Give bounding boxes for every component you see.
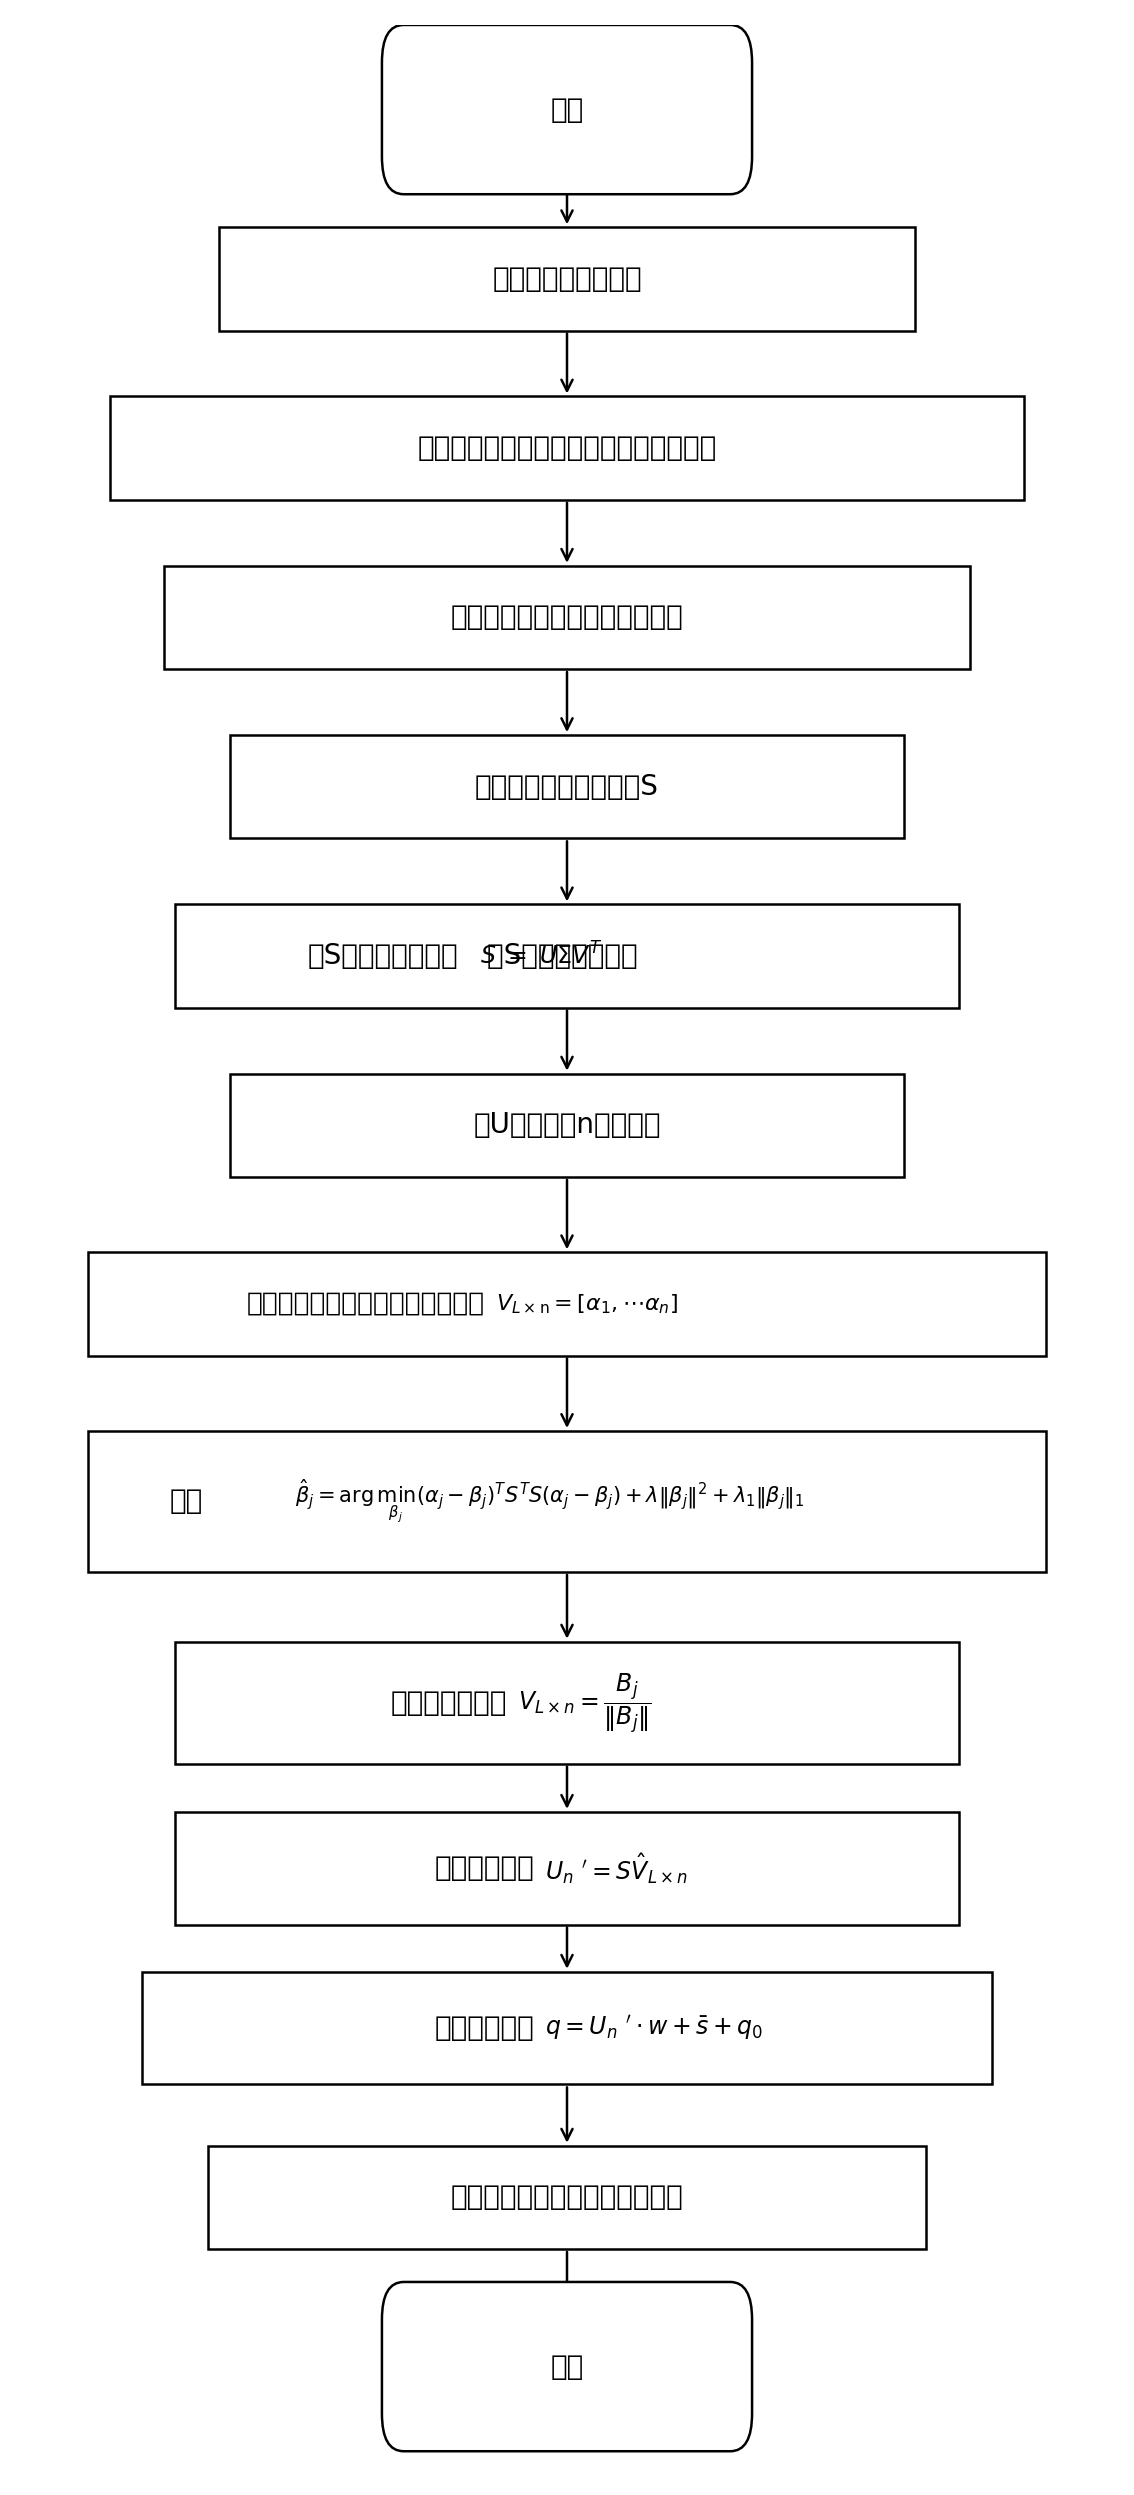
Text: 对历史形态数据进行均值化处理: 对历史形态数据进行均值化处理 — [450, 604, 684, 631]
Text: $q = U_{n}\ '\cdot w + \bar{s} + q_0$: $q = U_{n}\ '\cdot w + \bar{s} + q_0$ — [545, 2013, 763, 2043]
Bar — [88, 1252, 1046, 1355]
Text: 利用薄板样条模型获取三维历史形态数据: 利用薄板样条模型获取三维历史形态数据 — [417, 434, 717, 462]
Bar — [110, 397, 1024, 499]
FancyBboxPatch shape — [382, 25, 752, 195]
Text: 提取与主成分对应的稀疏加载向量: 提取与主成分对应的稀疏加载向量 — [247, 1290, 485, 1317]
Bar — [229, 1073, 905, 1178]
Text: 输入立体内穥镜图像: 输入立体内穥镜图像 — [492, 264, 642, 292]
Bar — [88, 1430, 1046, 1572]
Text: 获得统计模型: 获得统计模型 — [434, 2013, 534, 2041]
Bar — [208, 2146, 926, 2248]
Text: 对S进行奇异值分解: 对S进行奇异值分解 — [488, 943, 646, 971]
Text: $S\ =\ U\Sigma V^{T}$: $S\ =\ U\Sigma V^{T}$ — [480, 943, 602, 971]
Text: 稀疏主成分为: 稀疏主成分为 — [434, 1854, 534, 1881]
Bar — [219, 227, 915, 329]
Text: 结束: 结束 — [550, 2353, 584, 2380]
Text: 构造三维历史数据矩阵S: 构造三维历史数据矩阵S — [475, 773, 659, 801]
Bar — [175, 1811, 959, 1924]
Text: 对S进行奇异值分解: 对S进行奇异值分解 — [307, 943, 458, 971]
Bar — [143, 1971, 991, 2083]
Bar — [229, 736, 905, 838]
Text: 从U中提取前n个列向量: 从U中提取前n个列向量 — [473, 1110, 661, 1140]
Bar — [175, 1642, 959, 1764]
Text: 求解: 求解 — [170, 1487, 203, 1514]
Text: 开始: 开始 — [550, 95, 584, 125]
FancyBboxPatch shape — [382, 2283, 752, 2450]
Text: $\hat{\beta}_j = \arg\min_{\beta_j}(\alpha_j-\beta_j)^T S^T S(\alpha_j-\beta_j)+: $\hat{\beta}_j = \arg\min_{\beta_j}(\alp… — [295, 1477, 804, 1524]
Text: $V_{L\times \mathrm{n}}=[\alpha_1,\cdots\alpha_n]$: $V_{L\times \mathrm{n}}=[\alpha_1,\cdots… — [497, 1292, 678, 1315]
Text: $U_{n}\ ' = S\hat{V}_{L\times n}$: $U_{n}\ ' = S\hat{V}_{L\times n}$ — [545, 1851, 688, 1886]
Text: 代入模型参数获得当前三维形态: 代入模型参数获得当前三维形态 — [450, 2183, 684, 2211]
Bar — [164, 566, 970, 669]
Text: $V_{L\times n}=\dfrac{B_j}{\left\|B_j\right\|}$: $V_{L\times n}=\dfrac{B_j}{\left\|B_j\ri… — [518, 1672, 652, 1734]
Text: 求解稀疏加载项: 求解稀疏加载项 — [391, 1689, 507, 1717]
Bar — [175, 903, 959, 1008]
